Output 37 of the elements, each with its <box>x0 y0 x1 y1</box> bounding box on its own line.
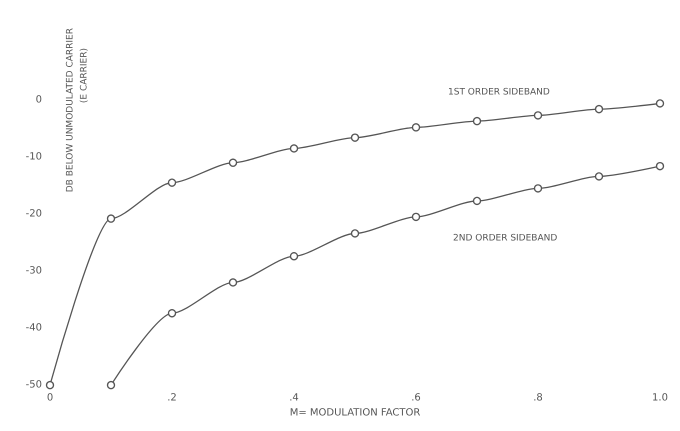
x-tick-label: .2 <box>167 392 177 404</box>
point <box>290 144 298 153</box>
point <box>412 212 420 222</box>
x-axis-title: M= MODULATION FACTOR <box>290 408 420 418</box>
point <box>350 133 360 142</box>
x-tick-label: .4 <box>289 392 299 404</box>
y-axis-title: DB BELOW UNMODULATED CARRIER (E CARRIER) <box>66 28 90 192</box>
point <box>594 104 604 114</box>
point <box>656 99 664 108</box>
point <box>290 252 298 260</box>
x-tick-label: .6 <box>411 392 421 404</box>
y-tick-label: 0 <box>36 94 42 106</box>
point <box>106 214 116 223</box>
point <box>106 380 116 390</box>
point <box>472 116 482 126</box>
point <box>228 278 238 287</box>
y-tick-label: -10 <box>26 152 42 163</box>
point <box>168 309 176 318</box>
y-tick-label: -20 <box>26 208 42 220</box>
point <box>534 111 542 120</box>
point <box>472 196 482 206</box>
point <box>46 380 54 390</box>
annotation: 2ND ORDER SIDEBAND <box>453 234 558 244</box>
point <box>168 178 176 187</box>
text: 1ST ORDER SIDEBAND <box>448 88 550 98</box>
point <box>534 184 542 193</box>
y-tick-label: -50 <box>26 380 42 391</box>
x-tick-label: .8 <box>533 392 543 404</box>
point <box>350 229 360 238</box>
point <box>594 172 604 181</box>
point <box>412 123 420 132</box>
x-tick-label: 0 <box>46 392 54 404</box>
y-tick-label: -40 <box>26 322 42 334</box>
point <box>228 158 238 167</box>
y-tick-label: -30 <box>26 266 42 277</box>
point <box>656 162 664 170</box>
x-tick-label: 1.0 <box>652 392 668 404</box>
